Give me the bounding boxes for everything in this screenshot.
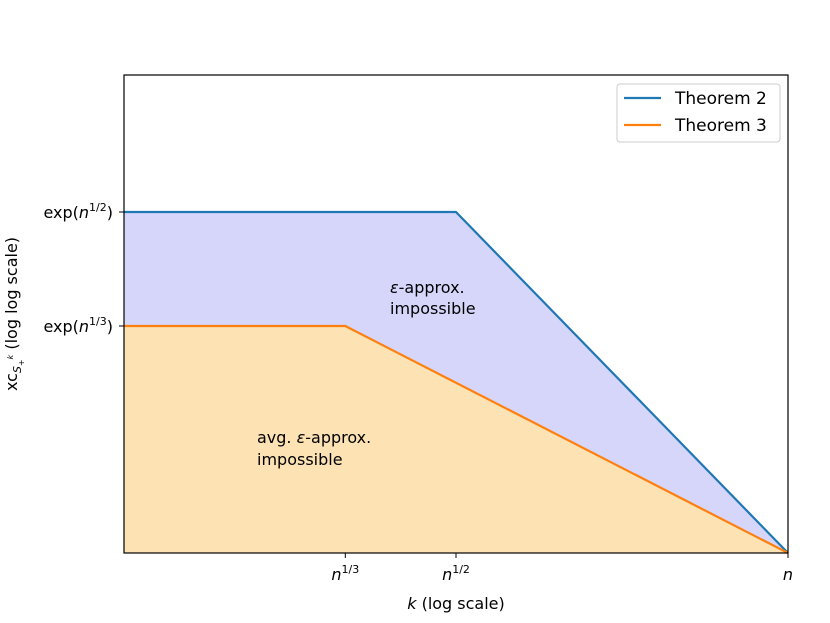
x-tick-label-1-base: n bbox=[442, 565, 452, 584]
y-tick-label-0-close: ) bbox=[107, 203, 113, 222]
y-tick-label-0-fn: exp( bbox=[43, 203, 78, 222]
y-axis-label: xcS+k (log log scale) bbox=[2, 237, 26, 391]
y-tick-label-1-close: ) bbox=[107, 317, 113, 336]
series-line-theorem-3 bbox=[124, 324, 789, 554]
x-tick-label-2-base: n bbox=[783, 565, 793, 584]
x-tick-label-1: n1/2 bbox=[442, 563, 470, 584]
annotation-avg-eps-text: -approx. bbox=[305, 428, 371, 447]
x-tick-label-0-sup: 1/3 bbox=[342, 563, 360, 576]
y-axis-label-sub-s: S bbox=[11, 366, 24, 373]
y-tick-label-1-fn: exp( bbox=[43, 317, 78, 336]
x-tick-label-0: n1/3 bbox=[331, 563, 359, 584]
x-ticks: n1/3 n1/2 n bbox=[331, 553, 793, 584]
legend: Theorem 2 Theorem 3 bbox=[616, 83, 781, 143]
lines-layer bbox=[124, 210, 789, 554]
y-axis-label-sub-plus: + bbox=[17, 359, 26, 366]
y-tick-label-0: exp(n1/2) bbox=[43, 201, 113, 222]
y-axis-label-rest: (log log scale) bbox=[2, 237, 21, 355]
x-tick-label-1-sup: 1/2 bbox=[452, 563, 470, 576]
annotation-avg-prefix: avg. bbox=[257, 428, 297, 447]
y-axis-label-xc: xc bbox=[2, 373, 21, 391]
annotation-eps-symbol: ε bbox=[390, 278, 399, 297]
annotation-eps-impossible: impossible bbox=[390, 299, 476, 318]
annotation-avg-impossible: impossible bbox=[257, 450, 343, 469]
legend-label-theorem-3: Theorem 3 bbox=[674, 116, 767, 136]
annotation-eps-text: -approx. bbox=[399, 278, 465, 297]
y-axis-label-text: xcS+k (log log scale) bbox=[2, 237, 26, 391]
y-axis-label-sup-k: k bbox=[6, 354, 15, 359]
x-axis-label: k (log scale) bbox=[407, 594, 505, 613]
annotation-avg-eps-symbol: ε bbox=[297, 428, 306, 447]
annotation-avg-eps-approx: avg. ε-approx. bbox=[257, 428, 371, 447]
y-tick-label-0-sup: 1/2 bbox=[89, 201, 107, 214]
y-tick-label-1-sup: 1/3 bbox=[89, 315, 107, 328]
x-tick-label-2: n bbox=[783, 565, 793, 584]
x-axis-label-k: k bbox=[407, 594, 417, 613]
y-tick-label-1: exp(n1/3) bbox=[43, 315, 113, 336]
x-axis-label-rest: (log scale) bbox=[416, 594, 504, 613]
y-ticks: exp(n1/2)exp(n1/3) bbox=[43, 201, 124, 336]
fill-region-1 bbox=[124, 326, 788, 553]
legend-label-theorem-2: Theorem 2 bbox=[674, 89, 767, 109]
x-tick-label-0-base: n bbox=[331, 565, 341, 584]
y-tick-label-1-base: n bbox=[79, 317, 89, 336]
y-tick-label-0-base: n bbox=[79, 203, 89, 222]
series-line-theorem-2 bbox=[124, 210, 789, 554]
annotation-eps-approx: ε-approx. bbox=[390, 278, 465, 297]
